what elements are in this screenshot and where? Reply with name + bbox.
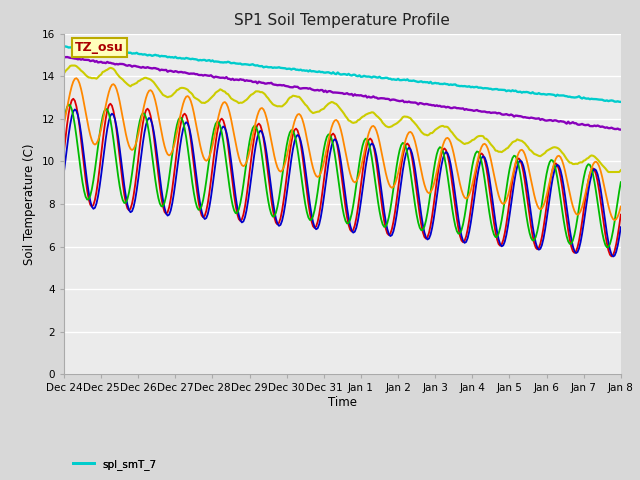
spl_smT_4 [611,217,618,223]
spl_smT_3 [379,221,387,227]
spl_smT_7 [77,46,85,51]
spl_smT_5 [60,71,68,76]
spl_smT_3 [65,102,72,108]
spl_smT_5 [410,119,417,125]
Line: spl_smT_1: spl_smT_1 [64,99,621,256]
spl_smT_5 [68,63,76,69]
spl_smT_1 [550,162,558,168]
spl_smT_3 [410,192,417,197]
spl_smT_6 [396,98,403,104]
spl_smT_3 [617,180,625,185]
spl_smT_1 [69,96,77,102]
spl_smT_6 [377,96,385,101]
spl_smT_7 [379,75,387,81]
X-axis label: Time: Time [328,396,357,409]
spl_smT_2 [397,179,405,185]
spl_smT_4 [72,75,80,81]
Y-axis label: Soil Temperature (C): Soil Temperature (C) [23,143,36,265]
spl_smT_5 [605,169,612,175]
spl_smT_7 [617,99,625,105]
spl_smT_3 [77,169,85,175]
Text: TZ_osu: TZ_osu [75,41,124,54]
spl_smT_6 [76,56,83,62]
spl_smT_2 [410,157,417,163]
spl_smT_5 [617,168,625,173]
spl_smT_2 [77,130,85,136]
spl_smT_7 [397,77,405,83]
Line: spl_smT_2: spl_smT_2 [64,109,621,256]
spl_smT_6 [617,127,625,132]
Line: spl_smT_5: spl_smT_5 [64,66,621,172]
spl_smT_4 [617,204,625,209]
spl_smT_7 [550,92,558,98]
spl_smT_2 [60,169,68,175]
spl_smT_7 [165,54,173,60]
spl_smT_7 [60,44,68,49]
spl_smT_5 [77,68,85,73]
spl_smT_3 [397,142,405,148]
Line: spl_smT_4: spl_smT_4 [64,78,621,220]
spl_smT_2 [71,107,79,112]
spl_smT_1 [60,148,68,154]
spl_smT_6 [549,118,557,124]
spl_smT_6 [60,54,68,60]
spl_smT_4 [379,155,387,160]
spl_smT_4 [550,160,558,166]
Legend: spl_smT_7: spl_smT_7 [69,455,161,474]
spl_smT_1 [379,208,387,214]
spl_smT_4 [410,134,417,140]
spl_smT_2 [165,212,173,217]
spl_smT_1 [77,136,85,142]
spl_smT_4 [397,156,405,162]
spl_smT_6 [164,69,172,74]
spl_smT_4 [165,153,173,158]
spl_smT_5 [379,120,387,126]
spl_smT_5 [165,94,173,99]
Line: spl_smT_7: spl_smT_7 [64,47,621,102]
spl_smT_3 [550,161,558,167]
spl_smT_1 [608,253,616,259]
spl_smT_2 [609,253,617,259]
spl_smT_1 [165,204,173,210]
spl_smT_4 [77,86,85,92]
spl_smT_1 [397,163,405,169]
spl_smT_2 [379,197,387,203]
spl_smT_1 [617,212,625,217]
spl_smT_3 [603,244,611,250]
spl_smT_3 [165,174,173,180]
Line: spl_smT_6: spl_smT_6 [64,57,621,130]
spl_smT_2 [617,224,625,230]
spl_smT_2 [550,168,558,174]
spl_smT_7 [410,78,417,84]
spl_smT_5 [397,117,405,122]
spl_smT_7 [61,44,69,49]
spl_smT_4 [60,120,68,126]
Title: SP1 Soil Temperature Profile: SP1 Soil Temperature Profile [234,13,451,28]
Line: spl_smT_3: spl_smT_3 [64,105,621,247]
spl_smT_5 [550,144,558,150]
spl_smT_3 [60,118,68,123]
spl_smT_6 [408,100,416,106]
spl_smT_1 [410,165,417,170]
